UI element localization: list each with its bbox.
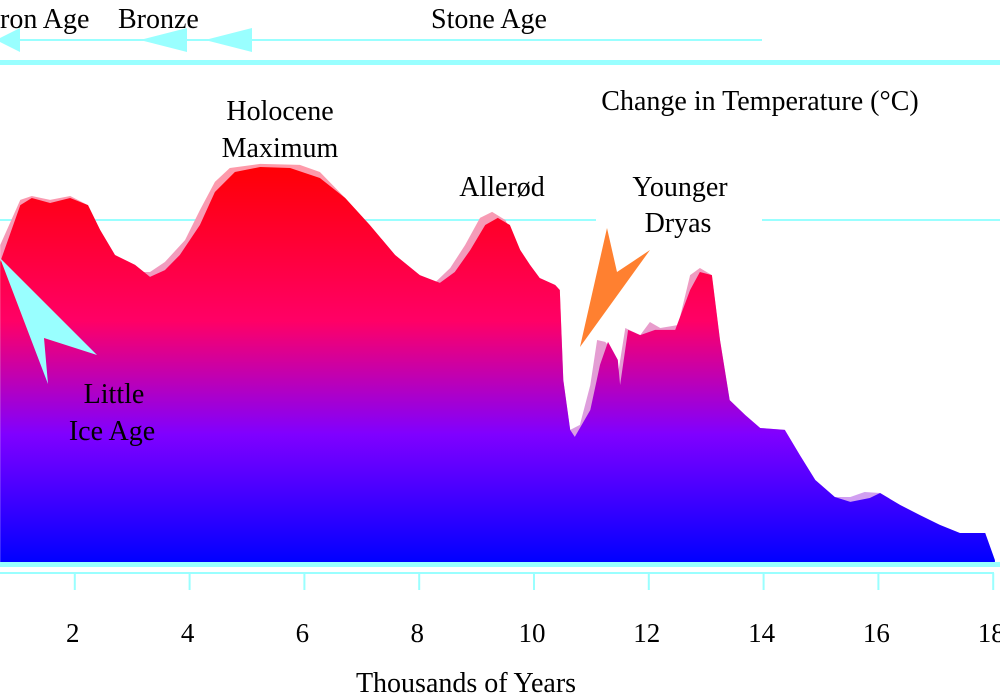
- little-ice-age-label-2: Ice Age: [69, 416, 155, 447]
- x-tick-label: 18: [978, 618, 1000, 648]
- baseline: [0, 562, 1000, 567]
- x-tick-label: 6: [296, 618, 310, 648]
- x-tick-label: 14: [748, 618, 776, 648]
- stone-age-arrowhead: [205, 28, 252, 52]
- little-ice-age-arrow-icon: [0, 258, 97, 384]
- top-border-line: [0, 60, 1000, 65]
- x-tick-label: 16: [863, 618, 890, 648]
- x-tick-label: 12: [633, 618, 660, 648]
- holocene-maximum-label-2: Maximum: [222, 133, 339, 164]
- x-tick-label: 10: [519, 618, 546, 648]
- stone-age-label: Stone Age: [431, 4, 547, 35]
- chart-title: Change in Temperature (°C): [601, 86, 918, 117]
- x-tick-label: 2: [66, 618, 80, 648]
- x-tick-label: 8: [410, 618, 424, 648]
- younger-dryas-label-1: Younger: [632, 172, 728, 203]
- bronze-age-label: Bronze: [118, 4, 199, 35]
- iron-age-arrowhead: [0, 28, 20, 52]
- x-tick-label: 4: [181, 618, 195, 648]
- x-axis-title: Thousands of Years: [356, 668, 576, 699]
- iron-age-label: ron Age: [0, 4, 89, 35]
- younger-dryas-label-2: Dryas: [645, 208, 712, 239]
- holocene-maximum-label-1: Holocene: [226, 96, 333, 127]
- allerod-label: Allerød: [459, 172, 545, 203]
- bronze-age-arrowhead: [140, 28, 187, 52]
- younger-dryas-arrow-icon: [580, 228, 650, 347]
- temperature-area-main: [0, 167, 995, 563]
- little-ice-age-label-1: Little: [84, 379, 145, 410]
